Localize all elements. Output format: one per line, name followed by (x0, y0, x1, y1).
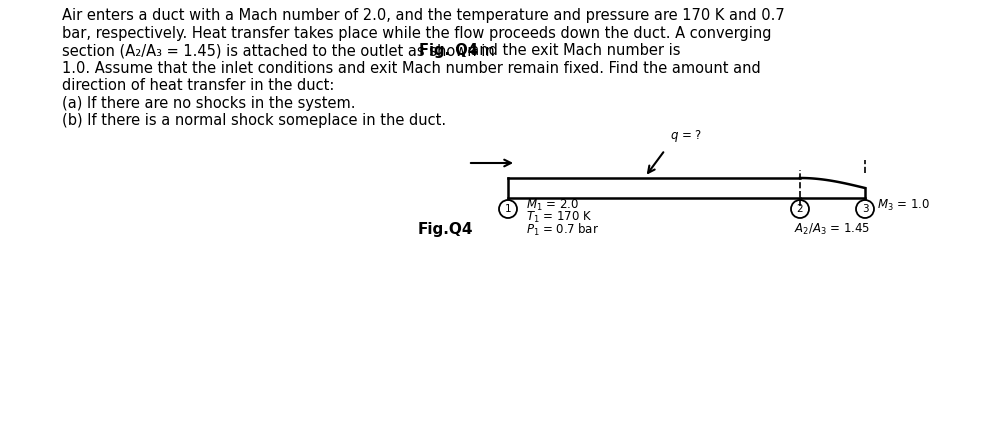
Text: $q$ = ?: $q$ = ? (670, 128, 702, 144)
Text: $M_3$ = 1.0: $M_3$ = 1.0 (877, 198, 929, 213)
Text: Fig. Q4: Fig. Q4 (419, 43, 478, 58)
Text: Fig.Q4: Fig.Q4 (418, 222, 474, 237)
Text: Air enters a duct with a Mach number of 2.0, and the temperature and pressure ar: Air enters a duct with a Mach number of … (62, 8, 784, 23)
Text: $A_2/A_3$ = 1.45: $A_2/A_3$ = 1.45 (794, 222, 871, 237)
Text: (b) If there is a normal shock someplace in the duct.: (b) If there is a normal shock someplace… (62, 113, 446, 128)
Text: $M_1$ = 2.0: $M_1$ = 2.0 (526, 198, 579, 213)
Text: direction of heat transfer in the duct:: direction of heat transfer in the duct: (62, 78, 335, 93)
Text: 2: 2 (796, 204, 803, 214)
Text: , and the exit Mach number is: , and the exit Mach number is (461, 43, 680, 58)
Text: section (A₂/A₃ = 1.45) is attached to the outlet as shown in: section (A₂/A₃ = 1.45) is attached to th… (62, 43, 499, 58)
Text: bar, respectively. Heat transfer takes place while the flow proceeds down the du: bar, respectively. Heat transfer takes p… (62, 26, 772, 40)
Text: $P_1$ = 0.7 bar: $P_1$ = 0.7 bar (526, 222, 599, 238)
Text: (a) If there are no shocks in the system.: (a) If there are no shocks in the system… (62, 96, 355, 110)
Text: 3: 3 (862, 204, 868, 214)
Text: 1: 1 (504, 204, 511, 214)
Text: 1.0. Assume that the inlet conditions and exit Mach number remain fixed. Find th: 1.0. Assume that the inlet conditions an… (62, 61, 761, 75)
Text: $T_1$ = 170 K: $T_1$ = 170 K (526, 210, 592, 225)
